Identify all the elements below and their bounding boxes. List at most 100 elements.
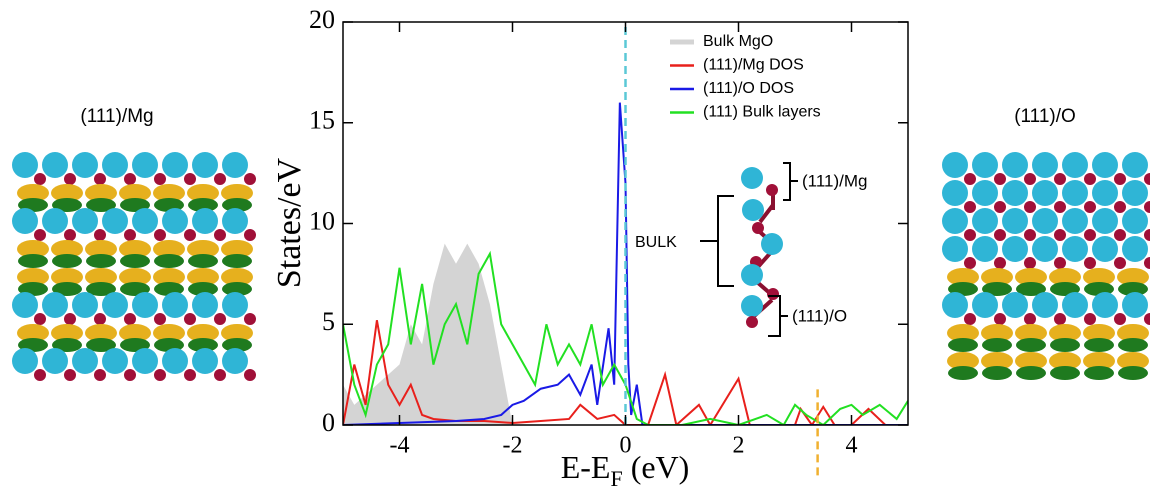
charge-lobe bbox=[981, 324, 1013, 342]
charge-lobe bbox=[1118, 282, 1148, 296]
charge-lobe bbox=[85, 268, 117, 286]
y-tick-label: 0 bbox=[322, 408, 335, 437]
atom bbox=[1054, 313, 1066, 325]
charge-lobe bbox=[52, 254, 82, 268]
charge-lobe bbox=[86, 198, 116, 212]
charge-lobe bbox=[981, 352, 1013, 370]
y-tick-label: 20 bbox=[309, 5, 335, 34]
atom bbox=[972, 208, 998, 234]
atom bbox=[72, 292, 98, 318]
charge-lobe bbox=[1050, 366, 1080, 380]
y-tick-label: 15 bbox=[309, 106, 335, 135]
charge-lobe bbox=[222, 254, 252, 268]
atom bbox=[162, 152, 188, 178]
atom bbox=[741, 167, 763, 189]
charge-lobe bbox=[187, 240, 219, 258]
charge-lobe bbox=[119, 268, 151, 286]
charge-lobe bbox=[85, 240, 117, 258]
atom bbox=[766, 184, 778, 196]
charge-lobe bbox=[1049, 352, 1081, 370]
atom bbox=[12, 152, 38, 178]
charge-lobe bbox=[51, 324, 83, 342]
atom bbox=[1054, 201, 1066, 213]
atom bbox=[192, 348, 218, 374]
atom bbox=[1092, 180, 1118, 206]
charge-lobe bbox=[1083, 352, 1115, 370]
atom bbox=[214, 173, 226, 185]
atom bbox=[752, 222, 764, 234]
charge-lobe bbox=[222, 282, 252, 296]
charge-lobe bbox=[982, 282, 1012, 296]
atom bbox=[1122, 208, 1148, 234]
atom bbox=[942, 236, 968, 262]
charge-lobe bbox=[86, 282, 116, 296]
atom bbox=[1062, 236, 1088, 262]
atom bbox=[1144, 229, 1150, 241]
charge-lobe bbox=[51, 240, 83, 258]
atom bbox=[1032, 292, 1058, 318]
atom bbox=[162, 348, 188, 374]
charge-lobe bbox=[18, 254, 48, 268]
charge-lobe bbox=[1016, 366, 1046, 380]
atom bbox=[34, 313, 46, 325]
atom bbox=[154, 369, 166, 381]
bracket bbox=[768, 295, 788, 337]
atom bbox=[214, 369, 226, 381]
charge-lobe bbox=[221, 184, 253, 202]
atom bbox=[132, 208, 158, 234]
atom bbox=[192, 208, 218, 234]
atom bbox=[34, 369, 46, 381]
atom bbox=[1084, 313, 1096, 325]
x-tick-label: 0 bbox=[620, 433, 632, 459]
atom bbox=[222, 348, 248, 374]
structure-images bbox=[12, 152, 1150, 381]
x-tick-label: 4 bbox=[846, 433, 858, 459]
charge-lobe bbox=[51, 268, 83, 286]
atom bbox=[214, 229, 226, 241]
atom bbox=[972, 236, 998, 262]
atom bbox=[124, 173, 136, 185]
charge-lobe bbox=[1015, 324, 1047, 342]
atom bbox=[942, 208, 968, 234]
atom bbox=[1024, 313, 1036, 325]
x-tick-label: -2 bbox=[503, 433, 523, 459]
atom bbox=[34, 173, 46, 185]
atom bbox=[1114, 313, 1126, 325]
atom bbox=[244, 369, 256, 381]
atom bbox=[222, 208, 248, 234]
atom bbox=[102, 292, 128, 318]
inset-structure: (111)/Mg BULK (111)/O bbox=[635, 162, 868, 337]
atom bbox=[132, 348, 158, 374]
atom bbox=[994, 201, 1006, 213]
dos-area bbox=[343, 243, 513, 425]
atom bbox=[1144, 313, 1150, 325]
atom bbox=[761, 233, 783, 255]
atom bbox=[42, 348, 68, 374]
atom bbox=[12, 348, 38, 374]
atom bbox=[741, 295, 763, 317]
charge-lobe bbox=[981, 268, 1013, 286]
charge-lobe bbox=[52, 338, 82, 352]
charge-lobe bbox=[187, 268, 219, 286]
charge-lobe bbox=[947, 352, 979, 370]
atom bbox=[1084, 201, 1096, 213]
atom bbox=[994, 229, 1006, 241]
charge-lobe bbox=[119, 184, 151, 202]
x-tick-label: -4 bbox=[390, 433, 410, 459]
charge-lobe bbox=[85, 324, 117, 342]
atom bbox=[972, 180, 998, 206]
charge-lobe bbox=[221, 268, 253, 286]
dos-line bbox=[343, 250, 908, 425]
legend-label: (111)/Mg DOS bbox=[703, 57, 804, 74]
charge-lobe bbox=[221, 324, 253, 342]
atom bbox=[184, 369, 196, 381]
atom bbox=[64, 173, 76, 185]
atom bbox=[184, 313, 196, 325]
charge-lobe bbox=[85, 184, 117, 202]
atom bbox=[42, 292, 68, 318]
atom bbox=[34, 229, 46, 241]
atom bbox=[1032, 208, 1058, 234]
atom bbox=[244, 173, 256, 185]
bracket bbox=[783, 162, 798, 201]
atom bbox=[1114, 173, 1126, 185]
